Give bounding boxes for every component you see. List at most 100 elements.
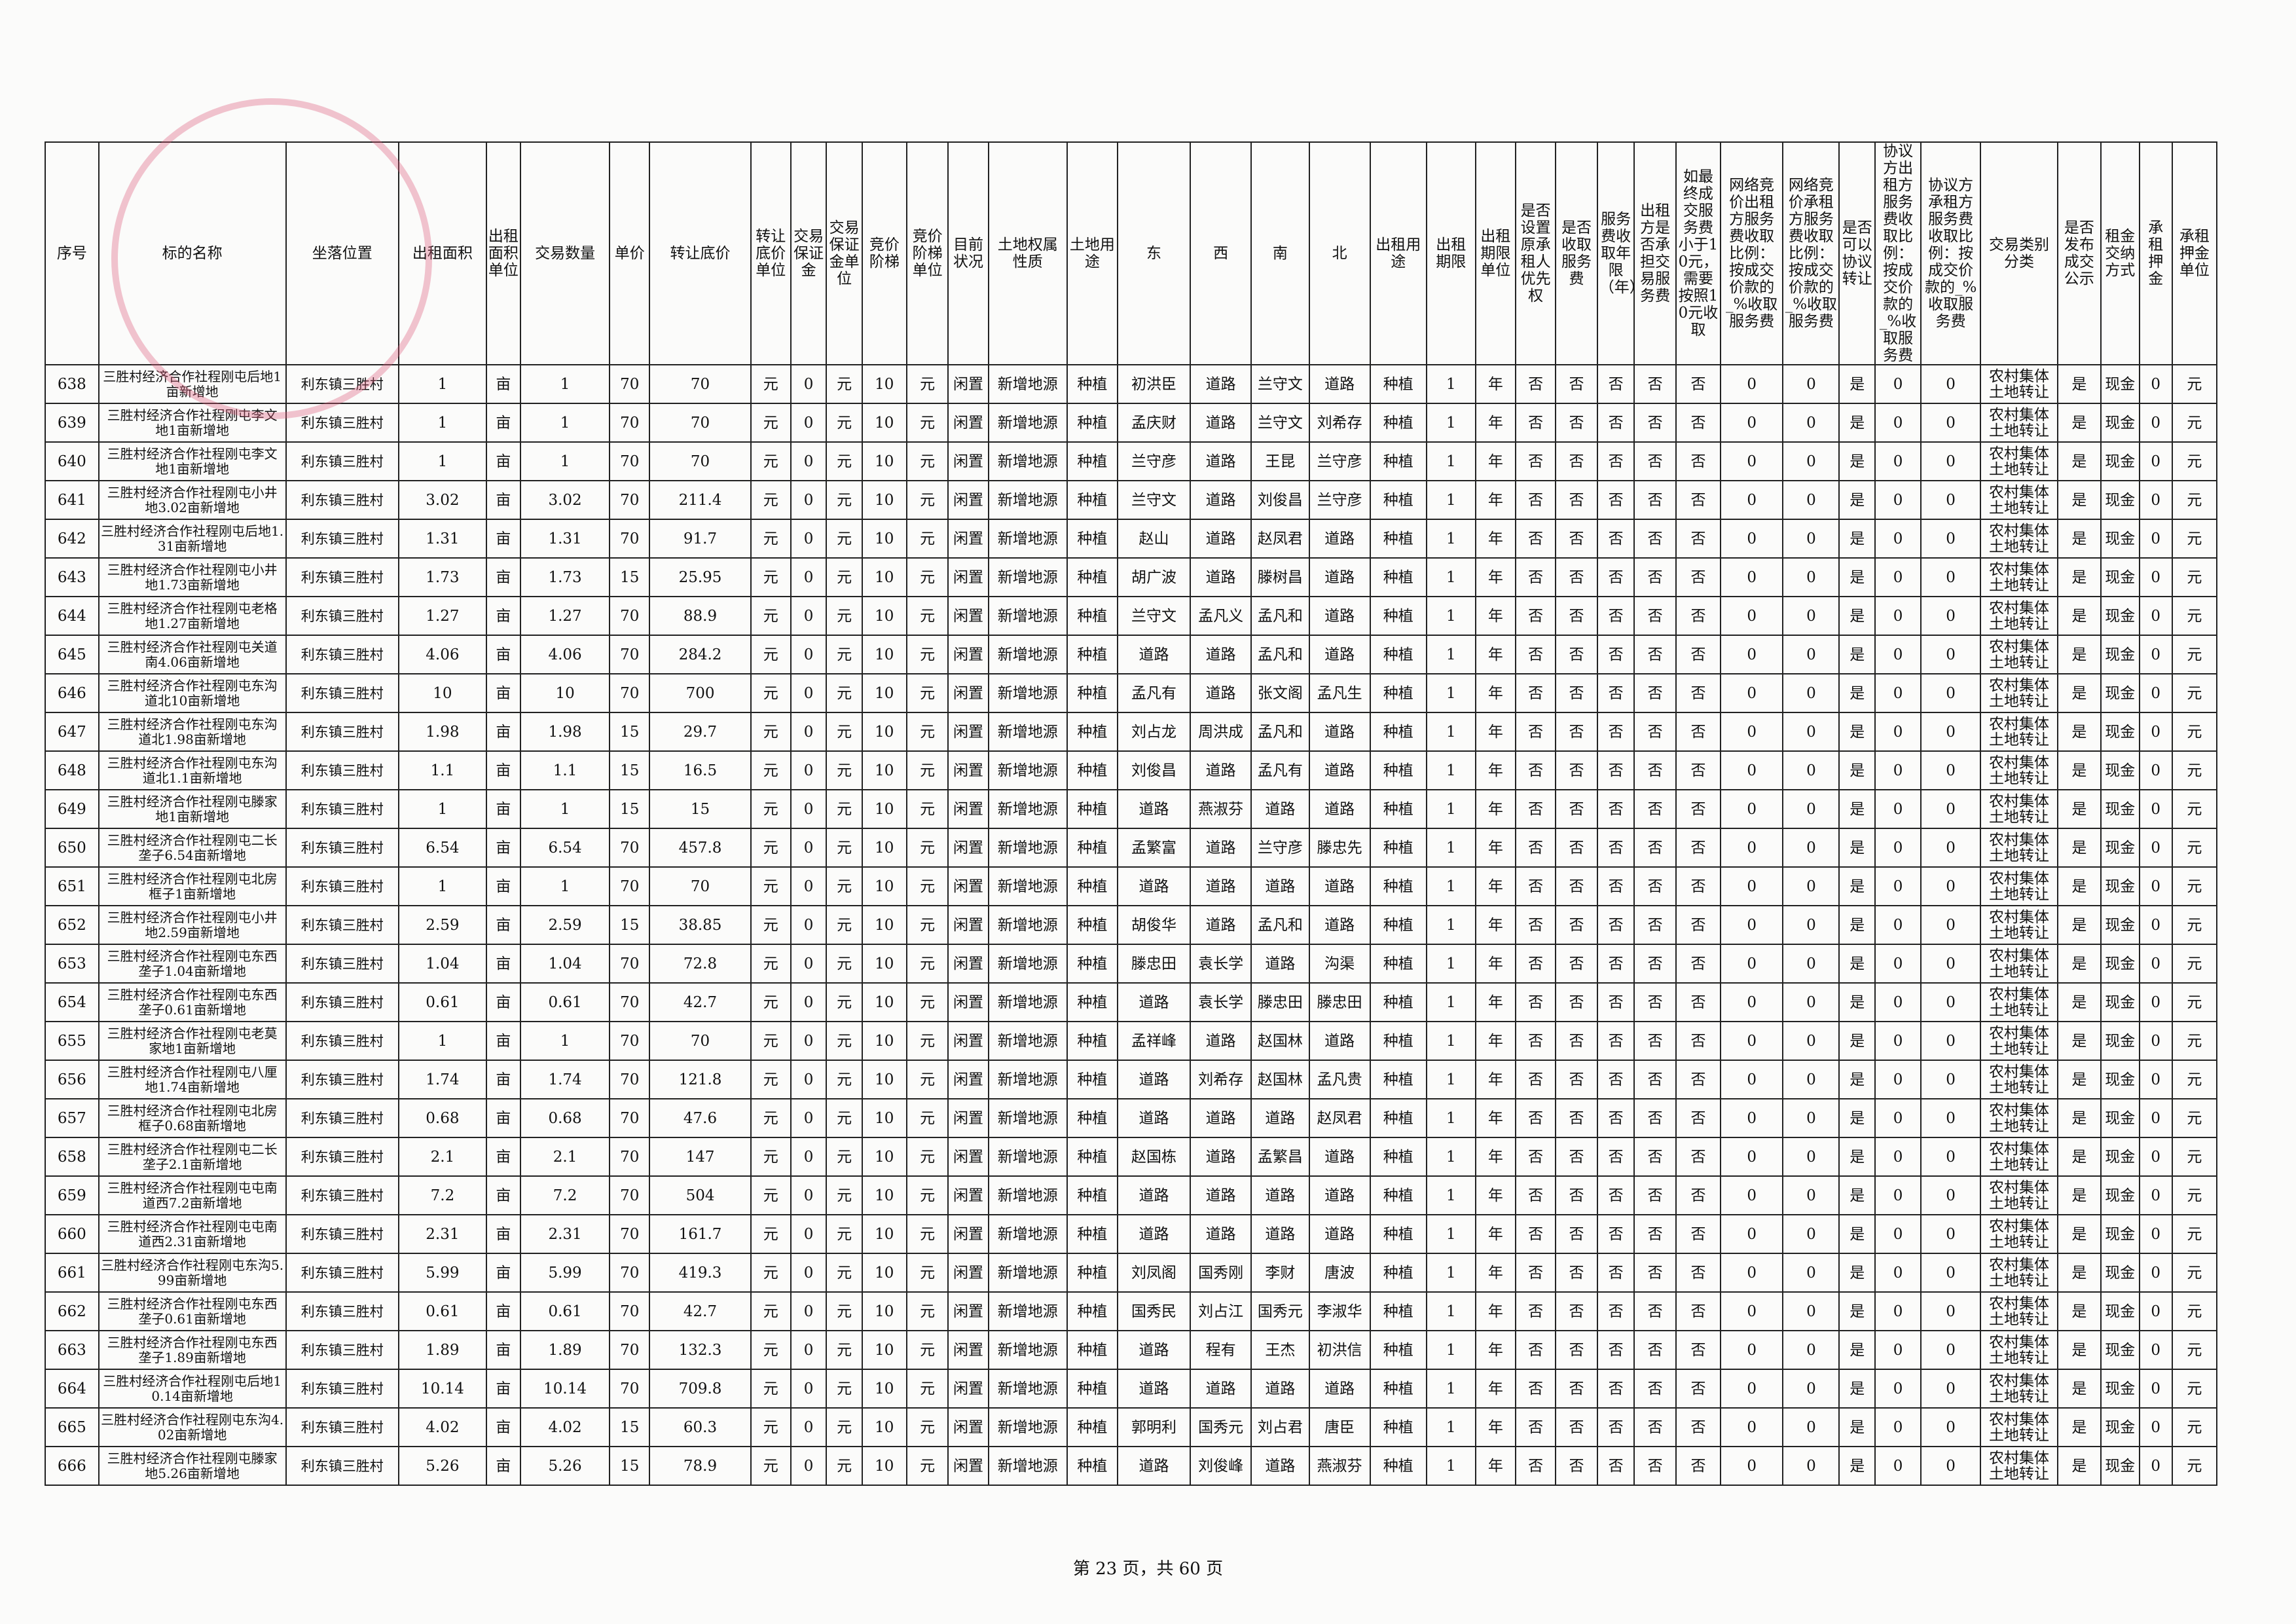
table-cell: 10	[861, 364, 907, 404]
table-cell: 1	[1425, 635, 1476, 674]
table-cell: 亩	[485, 750, 522, 790]
table-cell: 种植	[1369, 1369, 1427, 1409]
table-cell: 0	[1920, 982, 1981, 1022]
table-cell: 0	[1920, 905, 1981, 945]
table-cell: 道路	[1308, 1175, 1371, 1215]
table-cell: 元	[2171, 1446, 2218, 1486]
table-cell: 王杰	[1250, 1330, 1310, 1370]
table-cell: 0	[2138, 1175, 2173, 1215]
table-cell: 元	[2171, 712, 2218, 752]
table-cell: 种植	[1369, 712, 1427, 752]
table-cell: 元	[2171, 635, 2218, 674]
table-cell: 是	[1838, 596, 1876, 636]
column-header: 出租期限	[1425, 141, 1476, 365]
table-cell: 亩	[485, 1253, 522, 1293]
table-cell: 道路	[1116, 1214, 1192, 1254]
table-cell: 现金	[2100, 441, 2140, 481]
table-cell: 662	[45, 1291, 100, 1331]
table-cell: 现金	[2100, 789, 2140, 829]
table-cell: 否	[1555, 1369, 1598, 1409]
table-cell: 闲置	[947, 1407, 989, 1447]
table-cell: 659	[45, 1175, 100, 1215]
table-cell: 70	[609, 1098, 651, 1138]
table-cell: 种植	[1369, 364, 1427, 404]
table-cell: 亩	[485, 789, 522, 829]
column-header: 如最终成交服务费小于10元，需要按照10元收取	[1675, 141, 1722, 365]
table-cell: 孟凡义	[1190, 596, 1252, 636]
table-cell: 0	[2138, 441, 2173, 481]
table-cell: 三胜村经济合作社程刚屯东西垄子1.04亩新增地	[98, 944, 287, 984]
table-cell: 亩	[485, 1369, 522, 1409]
table-cell: 0	[1719, 403, 1784, 443]
table-cell: 元	[2171, 1369, 2218, 1409]
table-row: 651 三胜村经济合作社程刚屯北房框子1亩新增地 利东镇三胜村 1 亩 1 70 70 元 0 元 1…	[45, 866, 2218, 906]
table-cell: 元	[905, 712, 949, 752]
table-cell: 赵国栋	[1116, 1137, 1192, 1177]
column-header: 网络竞价承租方服务费收取比例：按成交价款的_%收取服务费	[1782, 141, 1840, 365]
table-cell: 70	[609, 828, 651, 868]
table-cell: 种植	[1066, 866, 1118, 906]
table-cell: 利东镇三胜村	[285, 1060, 399, 1099]
table-cell: 国秀元	[1250, 1291, 1310, 1331]
table-cell: 种植	[1066, 944, 1118, 984]
table-cell: 元	[826, 673, 863, 713]
table-cell: 1.04	[397, 944, 487, 984]
table-cell: 10	[861, 828, 907, 868]
table-cell: 0	[1874, 364, 1922, 404]
table-cell: 农村集体土地转让	[1980, 673, 2058, 713]
table-cell: 元	[826, 403, 863, 443]
table-cell: 种植	[1066, 1021, 1118, 1061]
table-cell: 道路	[1190, 441, 1252, 481]
table-cell: 年	[1474, 1214, 1516, 1254]
table-cell: 新增地源	[987, 480, 1068, 520]
table-cell: 三胜村经济合作社程刚屯小井地3.02亩新增地	[98, 480, 287, 520]
table-cell: 0	[790, 364, 828, 404]
table-cell: 70	[609, 982, 651, 1022]
table-cell: 646	[45, 673, 100, 713]
column-header: 服务费收取年限（年）	[1596, 141, 1635, 365]
table-cell: 否	[1596, 1060, 1635, 1099]
table-cell: 是	[2056, 403, 2102, 443]
table-cell: 是	[2056, 905, 2102, 945]
table-cell: 0	[1719, 1446, 1784, 1486]
table-cell: 1	[1425, 712, 1476, 752]
table-cell: 利东镇三胜村	[285, 905, 399, 945]
table-cell: 0	[1874, 750, 1922, 790]
table-cell: 元	[905, 1060, 949, 1099]
table-cell: 0	[1782, 480, 1840, 520]
table-cell: 是	[1838, 712, 1876, 752]
table-cell: 0	[2138, 750, 2173, 790]
table-cell: 现金	[2100, 1369, 2140, 1409]
table-cell: 现金	[2100, 1330, 2140, 1370]
table-cell: 是	[2056, 1060, 2102, 1099]
table-cell: 4.02	[520, 1407, 611, 1447]
table-cell: 0.68	[397, 1098, 487, 1138]
table-cell: 孟繁昌	[1250, 1137, 1310, 1177]
table-cell: 现金	[2100, 364, 2140, 404]
table-cell: 是	[1838, 1214, 1876, 1254]
table-cell: 三胜村经济合作社程刚屯东西垄子0.61亩新增地	[98, 1291, 287, 1331]
table-cell: 0	[1920, 519, 1981, 559]
table-cell: 0	[2138, 982, 2173, 1022]
column-header: 是否设置原承租人优先权	[1514, 141, 1557, 365]
table-cell: 唐波	[1308, 1253, 1371, 1293]
table-cell: 利东镇三胜村	[285, 1214, 399, 1254]
table-cell: 42.7	[649, 982, 752, 1022]
table-cell: 0	[1719, 1021, 1784, 1061]
table-cell: 新增地源	[987, 750, 1068, 790]
table-cell: 元	[2171, 480, 2218, 520]
table-cell: 否	[1675, 750, 1722, 790]
table-cell: 农村集体土地转让	[1980, 480, 2058, 520]
table-cell: 0	[1874, 1098, 1922, 1138]
table-cell: 闲置	[947, 1446, 989, 1486]
table-cell: 否	[1675, 596, 1722, 636]
table-cell: 否	[1633, 1060, 1677, 1099]
table-cell: 年	[1474, 712, 1516, 752]
table-cell: 否	[1675, 673, 1722, 713]
table-row: 656 三胜村经济合作社程刚屯八厘地1.74亩新增地 利东镇三胜村 1.74 亩 1.74…	[45, 1060, 2218, 1099]
table-cell: 元	[750, 1330, 792, 1370]
table-cell: 新增地源	[987, 1021, 1068, 1061]
table-cell: 元	[750, 480, 792, 520]
table-cell: 元	[2171, 519, 2218, 559]
table-cell: 否	[1514, 1214, 1557, 1254]
